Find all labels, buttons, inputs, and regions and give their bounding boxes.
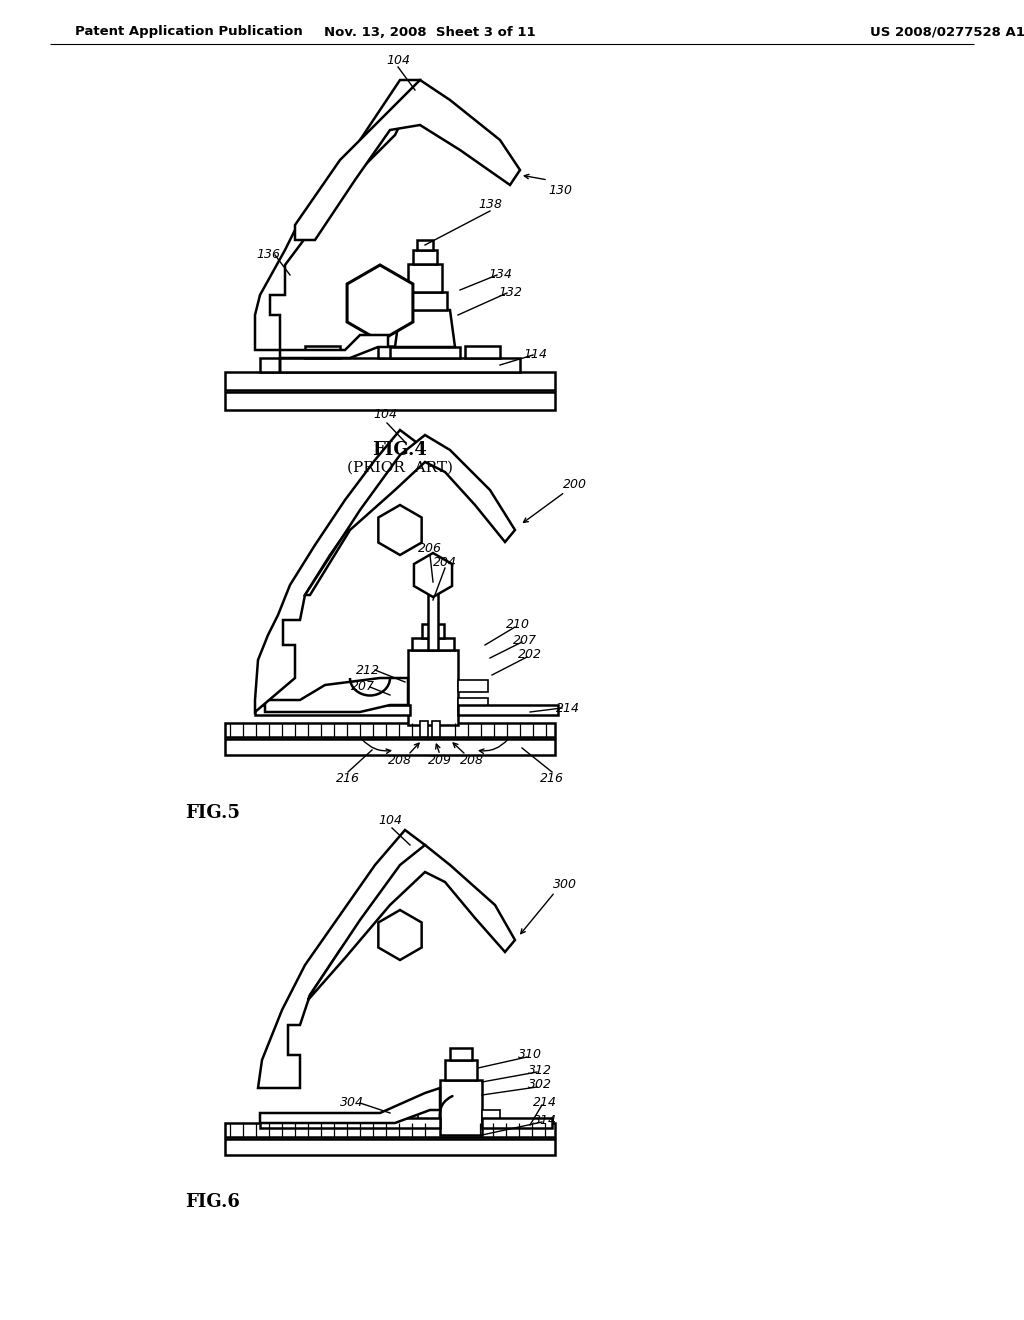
- Text: 210: 210: [506, 619, 530, 631]
- Text: 212: 212: [356, 664, 380, 676]
- Polygon shape: [255, 81, 420, 350]
- Bar: [413, 249, 437, 264]
- Text: 104: 104: [373, 408, 397, 421]
- Bar: [432, 721, 440, 737]
- Text: (PRIOR  ART): (PRIOR ART): [347, 461, 453, 475]
- Text: 202: 202: [518, 648, 542, 661]
- Text: 134: 134: [488, 268, 512, 281]
- Bar: [428, 585, 438, 649]
- Bar: [225, 392, 555, 411]
- Bar: [408, 264, 442, 292]
- Text: 200: 200: [563, 479, 587, 491]
- Polygon shape: [260, 1088, 440, 1123]
- Text: Nov. 13, 2008  Sheet 3 of 11: Nov. 13, 2008 Sheet 3 of 11: [325, 25, 536, 38]
- Text: FIG.4: FIG.4: [373, 441, 427, 459]
- Polygon shape: [347, 265, 413, 341]
- Polygon shape: [378, 909, 422, 960]
- Text: FIG.6: FIG.6: [185, 1193, 240, 1210]
- Text: 204: 204: [433, 556, 457, 569]
- Bar: [445, 1060, 477, 1080]
- Text: 300: 300: [553, 879, 577, 891]
- Bar: [225, 723, 555, 737]
- Bar: [225, 372, 555, 389]
- Bar: [255, 705, 410, 715]
- Text: FIG.5: FIG.5: [185, 804, 240, 822]
- Bar: [225, 1139, 555, 1155]
- Polygon shape: [280, 335, 388, 372]
- Polygon shape: [258, 830, 425, 1088]
- Bar: [458, 680, 488, 692]
- Text: 207: 207: [513, 634, 537, 647]
- Text: 302: 302: [528, 1078, 552, 1092]
- Polygon shape: [265, 678, 408, 711]
- Polygon shape: [308, 845, 515, 1001]
- Text: 216: 216: [540, 771, 564, 784]
- Polygon shape: [295, 81, 520, 240]
- Bar: [378, 698, 408, 710]
- Text: 310: 310: [518, 1048, 542, 1061]
- Polygon shape: [395, 310, 455, 347]
- Polygon shape: [255, 430, 420, 711]
- Text: 214: 214: [534, 1097, 557, 1110]
- Bar: [458, 705, 558, 715]
- Bar: [305, 346, 340, 358]
- Polygon shape: [414, 553, 452, 597]
- Bar: [420, 721, 428, 737]
- Text: 216: 216: [336, 771, 360, 784]
- Text: Patent Application Publication: Patent Application Publication: [75, 25, 303, 38]
- Text: 104: 104: [378, 813, 402, 826]
- Text: 136: 136: [256, 248, 280, 261]
- Bar: [417, 240, 433, 249]
- Text: 114: 114: [523, 348, 547, 362]
- Bar: [418, 1110, 440, 1119]
- Text: 209: 209: [428, 754, 452, 767]
- Bar: [403, 292, 447, 310]
- Bar: [450, 1048, 472, 1060]
- Bar: [482, 1110, 500, 1119]
- Text: 208: 208: [460, 754, 484, 767]
- Text: 138: 138: [478, 198, 502, 211]
- Polygon shape: [378, 506, 422, 554]
- Text: 207: 207: [351, 681, 375, 693]
- Bar: [422, 624, 444, 638]
- Bar: [458, 698, 488, 710]
- Bar: [260, 358, 520, 372]
- Text: US 2008/0277528 A1: US 2008/0277528 A1: [870, 25, 1024, 38]
- Text: 214: 214: [556, 701, 580, 714]
- Bar: [225, 739, 555, 755]
- Bar: [482, 1118, 552, 1129]
- Text: 104: 104: [386, 54, 410, 66]
- Bar: [408, 649, 458, 725]
- Text: 304: 304: [340, 1096, 364, 1109]
- Text: 208: 208: [388, 754, 412, 767]
- Text: 314: 314: [534, 1114, 557, 1126]
- Bar: [378, 680, 408, 692]
- Bar: [440, 1080, 482, 1135]
- Bar: [260, 1118, 440, 1129]
- Bar: [465, 346, 500, 358]
- Bar: [390, 347, 460, 358]
- Text: 206: 206: [418, 541, 442, 554]
- Bar: [225, 1123, 555, 1137]
- Polygon shape: [305, 436, 515, 595]
- Bar: [412, 638, 454, 649]
- Bar: [378, 346, 438, 358]
- Text: 130: 130: [548, 183, 572, 197]
- Text: 312: 312: [528, 1064, 552, 1077]
- Text: 132: 132: [498, 286, 522, 300]
